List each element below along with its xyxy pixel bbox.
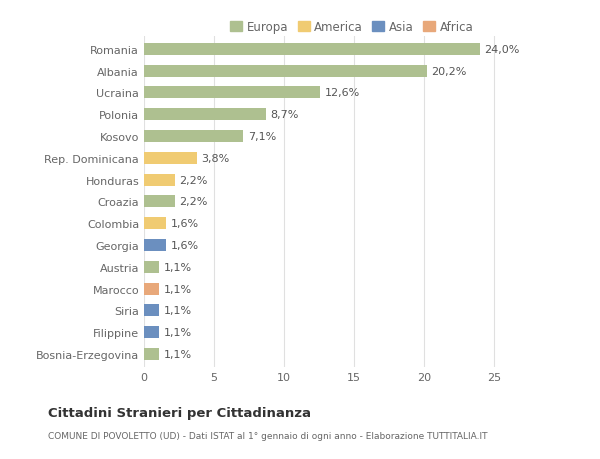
Text: 12,6%: 12,6% — [325, 88, 360, 98]
Text: 20,2%: 20,2% — [431, 67, 466, 77]
Text: 2,2%: 2,2% — [179, 175, 208, 185]
Bar — [144, 261, 160, 273]
Text: 1,6%: 1,6% — [170, 241, 199, 251]
Text: 1,1%: 1,1% — [164, 327, 192, 337]
Text: 1,6%: 1,6% — [170, 218, 199, 229]
Bar — [144, 240, 166, 252]
Bar — [144, 305, 160, 317]
Bar — [144, 326, 160, 338]
Text: 8,7%: 8,7% — [270, 110, 298, 120]
Bar — [144, 174, 175, 186]
Legend: Europa, America, Asia, Africa: Europa, America, Asia, Africa — [226, 16, 478, 39]
Text: 1,1%: 1,1% — [164, 349, 192, 359]
Bar — [144, 44, 480, 56]
Bar — [144, 131, 244, 143]
Bar — [144, 87, 320, 99]
Text: 7,1%: 7,1% — [248, 132, 276, 142]
Text: 24,0%: 24,0% — [484, 45, 520, 55]
Text: Cittadini Stranieri per Cittadinanza: Cittadini Stranieri per Cittadinanza — [48, 406, 311, 419]
Text: 2,2%: 2,2% — [179, 197, 208, 207]
Text: 1,1%: 1,1% — [164, 262, 192, 272]
Bar — [144, 348, 160, 360]
Text: COMUNE DI POVOLETTO (UD) - Dati ISTAT al 1° gennaio di ogni anno - Elaborazione : COMUNE DI POVOLETTO (UD) - Dati ISTAT al… — [48, 431, 487, 441]
Bar — [144, 218, 166, 230]
Text: 3,8%: 3,8% — [202, 153, 230, 163]
Bar — [144, 152, 197, 164]
Text: 1,1%: 1,1% — [164, 284, 192, 294]
Text: 1,1%: 1,1% — [164, 306, 192, 316]
Bar — [144, 283, 160, 295]
Bar — [144, 196, 175, 208]
Bar — [144, 109, 266, 121]
Bar — [144, 66, 427, 78]
